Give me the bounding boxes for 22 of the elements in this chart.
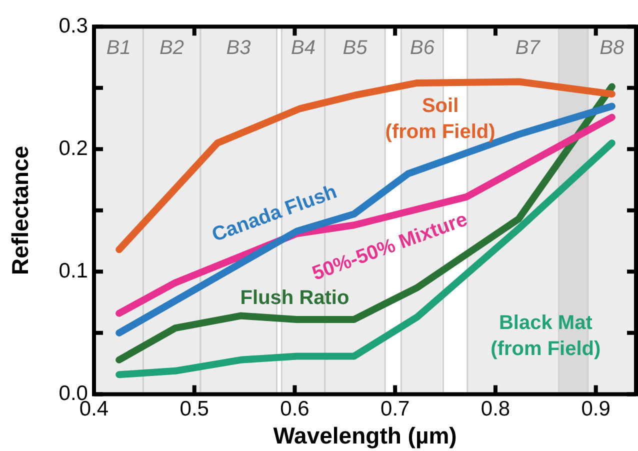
- y-axis-title: Reflectance: [7, 146, 34, 275]
- band-label: B2: [160, 37, 184, 60]
- band-label: B7: [515, 37, 541, 60]
- band-label: B6: [410, 37, 436, 60]
- x-tick-label: 0.8: [480, 398, 510, 421]
- series-label: Soil (from Field): [385, 95, 496, 144]
- band-label: B3: [226, 37, 251, 60]
- y-tick-label: 0.1: [58, 259, 88, 282]
- band-label: B8: [600, 37, 624, 60]
- x-axis-title: Wavelength (µm): [273, 422, 457, 449]
- band-label: B5: [342, 37, 368, 60]
- band-label: B4: [291, 37, 316, 60]
- band-label: B1: [106, 37, 131, 60]
- x-tick-label: 0.9: [581, 398, 610, 421]
- x-tick-label: 0.7: [380, 398, 410, 421]
- y-tick-label: 0.3: [58, 14, 88, 38]
- x-tick-label: 0.5: [180, 398, 209, 421]
- text: Canada Flush: [209, 180, 340, 246]
- series-label: Flush Ratio: [240, 287, 350, 310]
- x-tick-label: 0.6: [280, 398, 310, 421]
- y-tick-label: 0.2: [58, 136, 88, 160]
- text: Black Mat (from Field): [490, 312, 601, 360]
